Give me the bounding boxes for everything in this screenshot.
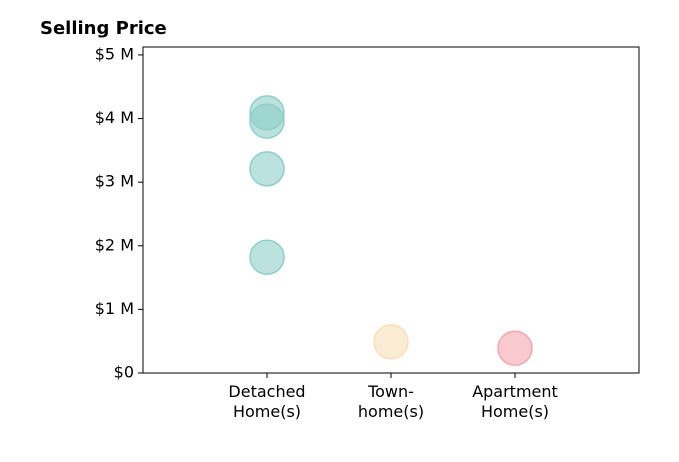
y-tick-label: $3 M <box>95 172 134 191</box>
x-tick-label: Apartment Home(s) <box>472 382 558 421</box>
y-tick-label: $1 M <box>95 299 134 318</box>
y-tick-label: $5 M <box>95 44 134 63</box>
point <box>249 239 285 275</box>
y-tick-label: $2 M <box>95 235 134 254</box>
y-tick-label: $4 M <box>95 108 134 127</box>
x-tick-label: Town-home(s) <box>358 382 424 421</box>
point <box>497 330 533 366</box>
x-tick-label: Detached Home(s) <box>228 382 305 421</box>
chart-title: Selling Price <box>40 18 167 39</box>
point <box>249 151 285 187</box>
point <box>249 103 285 139</box>
point <box>373 324 409 360</box>
y-tick-label: $0 <box>114 363 134 382</box>
